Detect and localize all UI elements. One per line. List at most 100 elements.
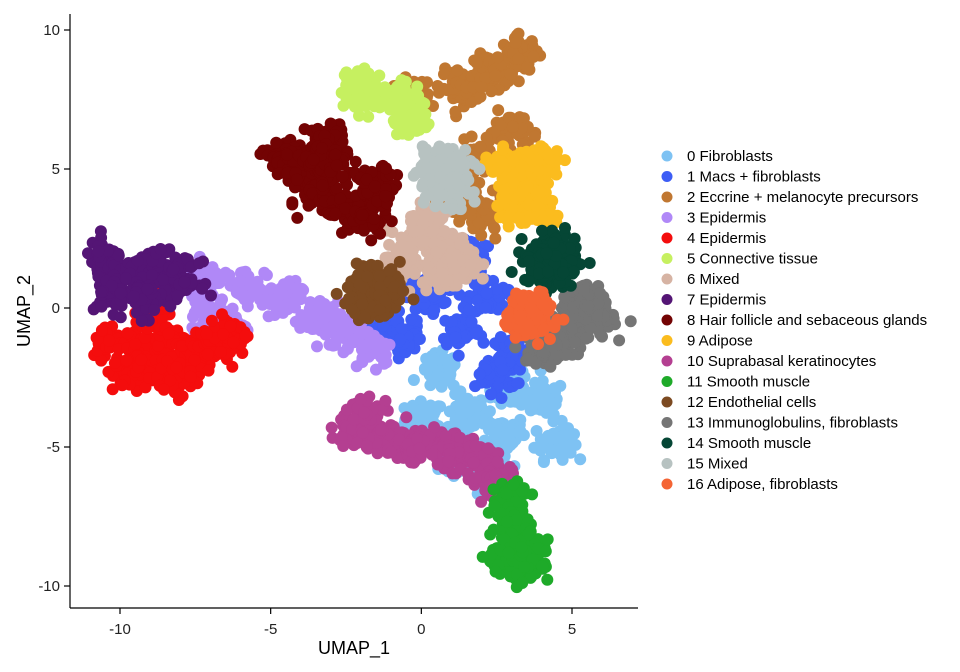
data-point xyxy=(106,383,119,396)
data-point xyxy=(528,130,541,143)
data-point xyxy=(154,243,167,255)
data-point xyxy=(536,214,549,227)
data-point xyxy=(465,316,478,328)
data-point xyxy=(485,85,498,98)
data-point xyxy=(273,288,286,301)
data-point xyxy=(555,442,568,455)
data-point xyxy=(368,212,381,225)
data-point xyxy=(534,185,547,198)
data-point xyxy=(291,211,304,224)
data-point xyxy=(346,77,359,90)
data-point xyxy=(383,238,396,251)
data-point xyxy=(95,324,108,337)
data-point xyxy=(354,392,367,405)
data-point xyxy=(500,487,513,500)
data-point xyxy=(516,577,529,589)
data-point xyxy=(479,301,492,314)
data-point xyxy=(463,304,476,316)
data-point xyxy=(135,353,148,366)
data-point xyxy=(358,311,371,324)
data-point xyxy=(92,245,105,258)
data-point xyxy=(438,68,450,81)
data-point xyxy=(449,105,462,118)
data-point xyxy=(347,336,360,349)
data-point xyxy=(480,287,493,300)
data-point xyxy=(469,380,482,393)
data-point xyxy=(319,310,332,323)
data-point xyxy=(307,153,320,166)
data-point xyxy=(200,328,213,340)
data-point xyxy=(422,118,435,131)
data-point xyxy=(512,27,525,40)
data-point xyxy=(347,413,360,426)
data-point xyxy=(550,168,563,181)
data-point xyxy=(530,425,543,437)
data-point xyxy=(469,472,482,485)
data-point xyxy=(485,388,497,401)
data-point xyxy=(276,301,289,313)
data-point xyxy=(405,313,418,326)
data-point xyxy=(490,283,503,296)
data-point xyxy=(373,270,386,283)
data-point xyxy=(360,78,373,91)
data-point xyxy=(568,336,581,349)
data-point xyxy=(131,254,144,267)
data-point xyxy=(489,232,502,245)
data-point xyxy=(428,304,441,317)
data-point xyxy=(546,194,559,207)
data-point xyxy=(489,565,502,578)
data-point xyxy=(482,442,495,455)
data-point xyxy=(420,209,433,222)
data-point xyxy=(467,81,479,94)
data-point xyxy=(413,333,426,345)
data-point xyxy=(453,288,466,301)
data-point xyxy=(427,224,439,237)
data-point xyxy=(356,426,369,439)
data-point xyxy=(400,411,413,424)
data-point xyxy=(541,533,554,546)
data-point xyxy=(514,425,527,438)
data-point xyxy=(401,117,414,130)
data-point xyxy=(135,315,148,327)
data-point xyxy=(294,290,307,303)
data-point xyxy=(176,340,188,352)
data-point xyxy=(178,276,191,289)
data-point xyxy=(445,315,458,328)
data-point xyxy=(479,72,492,85)
data-point xyxy=(360,439,373,452)
data-point xyxy=(95,300,108,313)
data-point xyxy=(434,400,447,413)
data-point xyxy=(502,546,515,559)
data-point xyxy=(157,383,170,396)
data-point xyxy=(480,131,493,144)
data-point xyxy=(358,406,371,419)
data-point xyxy=(530,199,543,212)
data-point xyxy=(515,541,528,554)
data-point xyxy=(469,327,482,340)
data-point xyxy=(171,289,184,302)
data-point xyxy=(487,221,500,234)
data-point xyxy=(537,456,550,468)
data-point xyxy=(515,122,528,135)
data-point xyxy=(370,363,382,376)
data-point xyxy=(574,453,587,466)
data-point xyxy=(288,298,300,311)
series-4-points xyxy=(88,281,254,406)
data-point xyxy=(323,338,336,351)
data-point xyxy=(164,300,177,313)
data-point xyxy=(114,311,127,324)
data-point xyxy=(263,298,276,310)
data-point xyxy=(474,90,487,103)
data-point xyxy=(152,339,165,352)
data-point xyxy=(506,120,519,133)
data-point xyxy=(426,374,439,387)
data-point xyxy=(394,333,407,346)
data-point xyxy=(368,180,381,193)
data-point xyxy=(201,348,214,361)
data-point xyxy=(361,270,374,283)
data-point xyxy=(95,286,108,298)
data-point xyxy=(475,81,488,94)
data-point xyxy=(458,133,471,146)
data-point xyxy=(138,331,151,344)
data-point xyxy=(216,308,228,321)
